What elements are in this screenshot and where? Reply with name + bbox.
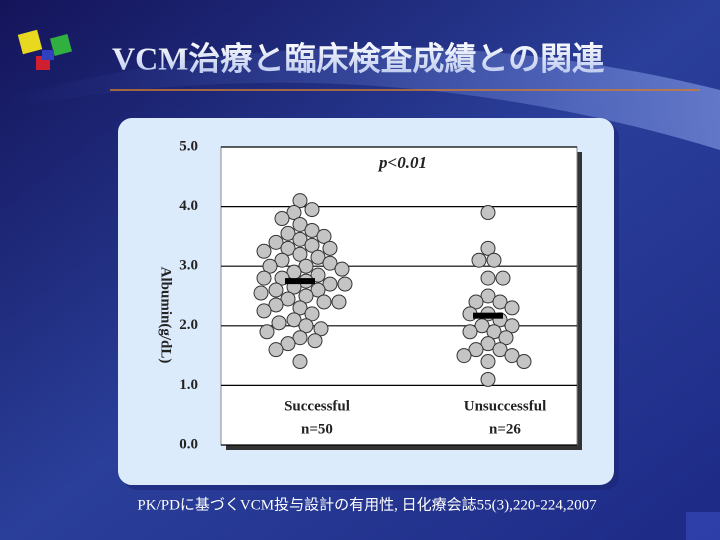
data-point xyxy=(292,300,308,316)
data-point xyxy=(504,348,520,364)
data-point xyxy=(256,303,272,319)
data-point xyxy=(304,222,320,238)
data-point xyxy=(280,225,296,241)
y-tick-label: 1.0 xyxy=(179,377,198,393)
data-point xyxy=(468,294,484,310)
data-point xyxy=(292,330,308,346)
data-point xyxy=(298,258,314,274)
citation: PK/PDに基づくVCM投与設計の有用性, 日化療会誌55(3),220-224… xyxy=(137,496,597,513)
data-point xyxy=(280,291,296,307)
data-point xyxy=(480,371,496,387)
data-point xyxy=(471,252,487,268)
data-point xyxy=(322,240,338,256)
data-point xyxy=(292,354,308,370)
data-point xyxy=(331,294,347,310)
data-point xyxy=(480,205,496,221)
data-point xyxy=(307,333,323,349)
logo xyxy=(17,29,73,70)
data-point xyxy=(516,354,532,370)
data-point xyxy=(286,205,302,221)
corner-block xyxy=(686,512,720,540)
y-tick-label: 4.0 xyxy=(179,198,198,214)
mean-bar xyxy=(285,278,315,285)
mean-bar xyxy=(473,312,503,319)
data-point xyxy=(480,270,496,286)
data-point xyxy=(259,324,275,340)
data-point xyxy=(304,237,320,253)
y-axis-label: Albumin(g/dL) xyxy=(158,267,174,364)
y-tick-label: 5.0 xyxy=(179,138,198,154)
data-point xyxy=(286,312,302,328)
y-tick-label: 2.0 xyxy=(179,317,198,333)
data-point xyxy=(474,318,490,334)
data-point xyxy=(274,211,290,227)
data-point xyxy=(280,240,296,256)
data-point xyxy=(486,324,502,340)
data-point xyxy=(480,240,496,256)
data-point xyxy=(310,249,326,265)
annotation: p<0.01 xyxy=(377,153,427,172)
data-point xyxy=(462,324,478,340)
y-tick-label: 3.0 xyxy=(179,258,198,274)
data-point xyxy=(310,282,326,298)
data-point xyxy=(334,261,350,277)
data-point xyxy=(292,231,308,247)
data-point xyxy=(262,258,278,274)
x-tick-label: Unsuccessful xyxy=(464,398,547,414)
data-point xyxy=(274,252,290,268)
data-point xyxy=(498,330,514,346)
data-point xyxy=(316,228,332,244)
data-point xyxy=(268,342,284,358)
data-point xyxy=(271,315,287,331)
data-point xyxy=(492,342,508,358)
x-tick-label: Successful xyxy=(284,398,350,414)
data-point xyxy=(292,246,308,262)
data-point xyxy=(504,300,520,316)
y-tick-label: 0.0 xyxy=(179,436,198,452)
data-point xyxy=(322,255,338,271)
data-point xyxy=(298,288,314,304)
sample-size: n=50 xyxy=(301,421,333,437)
data-point xyxy=(480,336,496,352)
data-point xyxy=(292,193,308,209)
data-point xyxy=(292,216,308,232)
data-point xyxy=(456,348,472,364)
data-point xyxy=(316,294,332,310)
data-point xyxy=(298,318,314,334)
data-point xyxy=(486,252,502,268)
data-point xyxy=(268,297,284,313)
swoosh xyxy=(0,47,720,150)
data-point xyxy=(480,354,496,370)
data-point xyxy=(268,282,284,298)
data-point xyxy=(268,234,284,250)
data-point xyxy=(256,270,272,286)
sample-size: n=26 xyxy=(489,421,521,437)
data-point xyxy=(313,321,329,337)
data-point xyxy=(322,276,338,292)
data-point xyxy=(337,276,353,292)
data-point xyxy=(495,270,511,286)
data-point xyxy=(504,318,520,334)
data-point xyxy=(468,342,484,358)
data-point xyxy=(304,306,320,322)
data-point xyxy=(256,243,272,259)
data-point xyxy=(480,288,496,304)
slide-title: VCM治療と臨床検査成績との関連 xyxy=(112,40,605,76)
data-point xyxy=(492,294,508,310)
data-point xyxy=(253,285,269,301)
data-point xyxy=(280,336,296,352)
data-point xyxy=(304,202,320,218)
